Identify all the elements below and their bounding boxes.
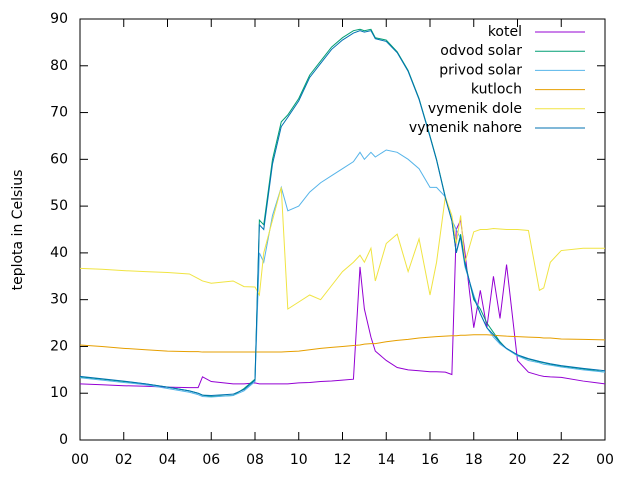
x-tick-label: 06 (202, 452, 220, 468)
y-tick-label: 20 (50, 338, 68, 354)
y-tick-label: 50 (50, 198, 68, 214)
x-tick-label: 08 (246, 452, 264, 468)
series-line (79, 30, 606, 397)
legend-label: kotel (488, 24, 522, 40)
y-axis-label: teplota in Celsius (10, 170, 26, 291)
y-tick-label: 60 (50, 151, 68, 167)
legend-label: vymenik dole (428, 101, 522, 117)
x-tick-label: 16 (421, 452, 439, 468)
series-line (79, 149, 606, 398)
y-tick-label: 0 (59, 432, 68, 448)
legend-label: odvod solar (440, 43, 522, 59)
x-tick-label: 10 (290, 452, 308, 468)
series-line (79, 28, 606, 398)
x-tick-label: 02 (115, 452, 133, 468)
x-tick-label: 12 (334, 452, 352, 468)
x-tick-label: 00 (71, 452, 89, 468)
legend-label: kutloch (471, 82, 522, 98)
y-tick-label: 90 (50, 11, 68, 27)
x-tick-label: 20 (509, 452, 527, 468)
x-tick-label: 00 (596, 452, 614, 468)
y-tick-label: 10 (50, 385, 68, 401)
legend-label: privod solar (439, 62, 522, 78)
y-tick-label: 70 (50, 105, 68, 121)
x-tick-label: 04 (159, 452, 177, 468)
x-tick-label: 14 (377, 452, 395, 468)
x-tick-label: 18 (465, 452, 483, 468)
x-tick-label: 22 (552, 452, 570, 468)
y-tick-label: 80 (50, 58, 68, 74)
legend-label: vymenik nahore (409, 120, 522, 136)
y-tick-label: 40 (50, 245, 68, 261)
plot-frame (79, 18, 606, 441)
series-line (79, 187, 605, 310)
series-line (79, 218, 606, 389)
series-line (79, 334, 606, 353)
y-tick-label: 30 (50, 292, 68, 308)
